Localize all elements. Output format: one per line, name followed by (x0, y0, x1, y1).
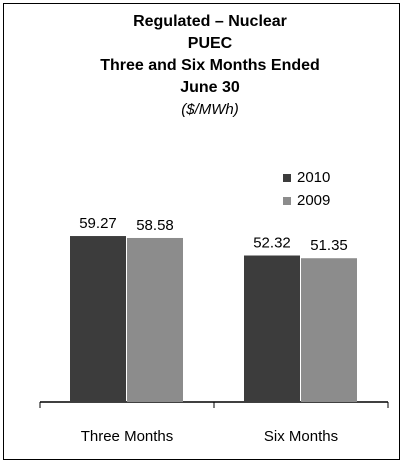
bar (127, 237, 183, 402)
legend-swatch (283, 174, 291, 182)
chart-title: Three and Six Months Ended (100, 57, 320, 74)
data-label: 52.32 (253, 234, 291, 251)
data-label: 51.35 (310, 237, 348, 254)
legend-label: 2010 (297, 169, 330, 186)
x-tick-label: Six Months (264, 428, 338, 445)
x-tick-label: Three Months (81, 428, 174, 445)
chart-title: PUEC (188, 35, 233, 52)
legend-label: 2009 (297, 192, 330, 209)
bar (301, 258, 357, 402)
legend-swatch (283, 197, 291, 205)
chart-subtitle: ($/MWh) (181, 101, 239, 118)
bar (70, 236, 126, 402)
data-label: 59.27 (79, 215, 117, 232)
bar (244, 255, 300, 402)
chart-title: June 30 (180, 79, 240, 96)
data-label: 58.58 (136, 217, 174, 234)
chart-title: Regulated – Nuclear (133, 13, 287, 30)
